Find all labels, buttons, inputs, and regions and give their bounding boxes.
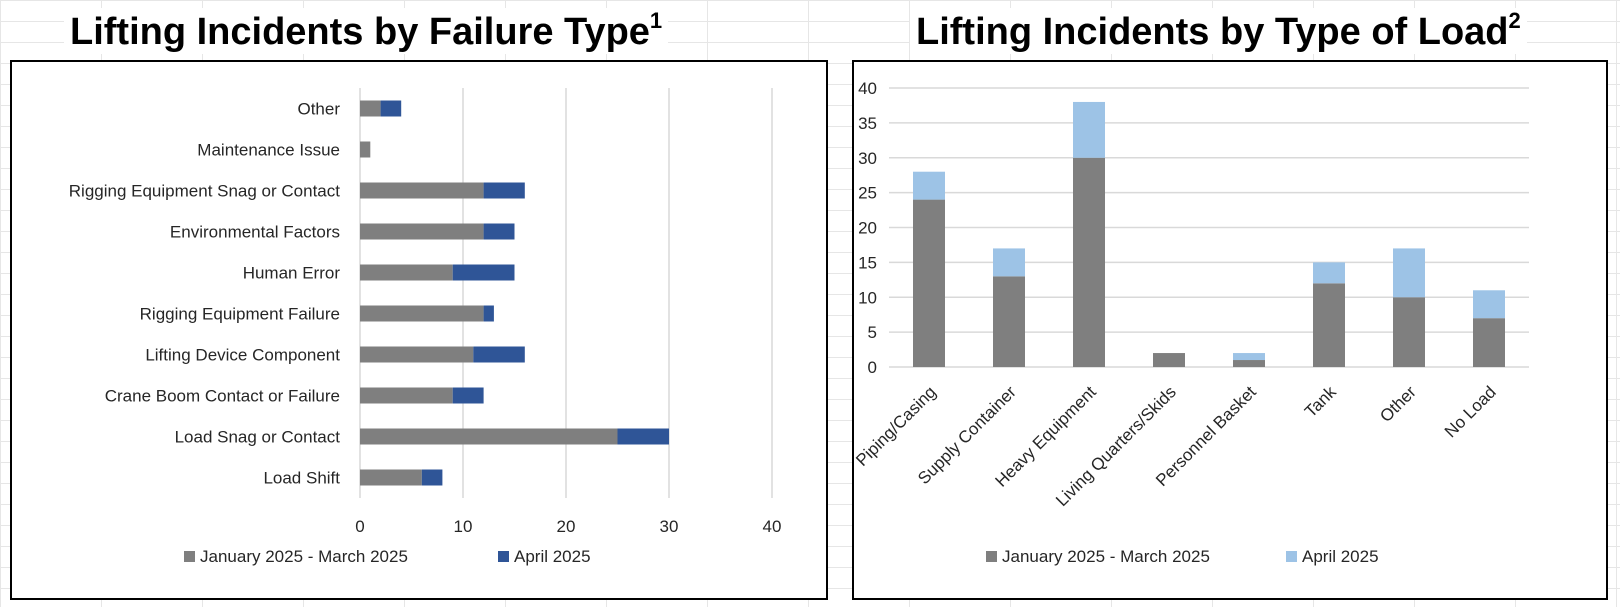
bar-personnel-basket-series-1 xyxy=(1233,353,1265,361)
category-label-human-error: Human Error xyxy=(243,264,341,283)
bar-environmental-factors-series-1 xyxy=(483,223,515,240)
bar-crane-boom-contact-or-failure-series-1 xyxy=(452,387,484,404)
x-tick-label-40: 40 xyxy=(763,517,782,536)
bar-lifting-device-component-series-1 xyxy=(473,346,525,363)
bar-no-load-series-1 xyxy=(1473,290,1505,319)
y-tick-label-40: 40 xyxy=(858,79,877,98)
bar-no-load-series-0 xyxy=(1473,318,1505,367)
bar-environmental-factors-series-0 xyxy=(360,223,484,240)
legend-swatch-series-1 xyxy=(498,551,509,562)
bar-supply-container-series-0 xyxy=(993,276,1025,367)
bar-piping-casing-series-1 xyxy=(913,171,945,200)
bar-load-snag-or-contact-series-0 xyxy=(360,428,618,445)
bar-human-error-series-1 xyxy=(452,264,515,281)
category-label-environmental-factors: Environmental Factors xyxy=(170,223,340,242)
bar-other-series-0 xyxy=(360,100,381,117)
bar-rigging-equipment-failure-series-0 xyxy=(360,305,484,322)
bar-heavy-equipment-series-1 xyxy=(1073,101,1105,158)
bar-other-series-1 xyxy=(1393,248,1425,298)
left-chart-title-footnote: 1 xyxy=(649,8,663,33)
category-label-load-snag-or-contact: Load Snag or Contact xyxy=(175,428,341,447)
left-chart-title: Lifting Incidents by Failure Type1 xyxy=(64,8,669,54)
category-label-no-load: No Load xyxy=(1441,382,1500,441)
y-tick-label-20: 20 xyxy=(858,219,877,238)
legend-swatch-series-0 xyxy=(184,551,195,562)
x-tick-label-20: 20 xyxy=(557,517,576,536)
bar-load-shift-series-0 xyxy=(360,469,422,486)
bar-other-series-0 xyxy=(1393,297,1425,367)
category-label-lifting-device-component: Lifting Device Component xyxy=(145,346,340,365)
bar-rigging-equipment-snag-or-contact-series-1 xyxy=(483,182,525,199)
right-chart-title: Lifting Incidents by Type of Load2 xyxy=(910,8,1527,54)
x-tick-label-0: 0 xyxy=(355,517,364,536)
category-label-other: Other xyxy=(1376,382,1420,426)
bar-rigging-equipment-snag-or-contact-series-0 xyxy=(360,182,484,199)
legend-label-series-0: January 2025 - March 2025 xyxy=(1002,547,1210,566)
bar-maintenance-issue-series-0 xyxy=(360,141,371,158)
bar-load-shift-series-1 xyxy=(421,469,443,486)
bar-supply-container-series-1 xyxy=(993,248,1025,277)
legend-label-series-1: April 2025 xyxy=(514,547,591,566)
failure-type-chart: 0 10 20 30 40 Other Maintenance Issue Rigging E… xyxy=(69,88,782,566)
bar-other-series-1 xyxy=(380,100,402,117)
bar-tank-series-1 xyxy=(1313,262,1345,284)
bar-personnel-basket-series-0 xyxy=(1233,360,1265,367)
category-label-maintenance-issue: Maintenance Issue xyxy=(197,141,340,160)
bar-human-error-series-0 xyxy=(360,264,453,281)
y-tick-label-25: 25 xyxy=(858,184,877,203)
category-label-rigging-equipment-failure: Rigging Equipment Failure xyxy=(140,305,340,324)
category-label-piping-casing: Piping/Casing xyxy=(852,382,940,470)
x-tick-label-10: 10 xyxy=(454,517,473,536)
bar-crane-boom-contact-or-failure-series-0 xyxy=(360,387,453,404)
y-tick-label-5: 5 xyxy=(868,323,877,342)
legend-label-series-0: January 2025 - March 2025 xyxy=(200,547,408,566)
left-chart-title-text: Lifting Incidents by Failure Type xyxy=(70,11,650,53)
category-label-load-shift: Load Shift xyxy=(263,469,340,488)
bar-load-snag-or-contact-series-1 xyxy=(617,428,669,445)
y-tick-label-30: 30 xyxy=(858,149,877,168)
failure-type-chart-panel: 0 10 20 30 40 Other Maintenance Issue Rigging E… xyxy=(10,60,828,600)
legend-label-series-1: April 2025 xyxy=(1302,547,1379,566)
category-label-crane-boom-contact-or-failure: Crane Boom Contact or Failure xyxy=(105,387,340,406)
bar-rigging-equipment-failure-series-1 xyxy=(483,305,494,322)
right-chart-title-footnote: 2 xyxy=(1508,8,1521,33)
right-chart-title-text: Lifting Incidents by Type of Load xyxy=(916,11,1509,53)
bar-living-quarters-skids-series-0 xyxy=(1153,353,1185,367)
category-label-other: Other xyxy=(297,100,340,119)
bar-piping-casing-series-0 xyxy=(913,199,945,367)
bar-tank-series-0 xyxy=(1313,283,1345,367)
y-tick-label-0: 0 xyxy=(868,358,877,377)
x-tick-label-30: 30 xyxy=(660,517,679,536)
bar-lifting-device-component-series-0 xyxy=(360,346,474,363)
y-tick-label-15: 15 xyxy=(858,253,877,272)
y-tick-label-10: 10 xyxy=(858,288,877,307)
bar-heavy-equipment-series-0 xyxy=(1073,157,1105,367)
legend-swatch-series-1 xyxy=(1286,551,1297,562)
y-tick-label-35: 35 xyxy=(858,114,877,133)
legend-swatch-series-0 xyxy=(986,551,997,562)
category-label-rigging-equipment-snag-or-contact: Rigging Equipment Snag or Contact xyxy=(69,182,340,201)
category-label-tank: Tank xyxy=(1301,382,1340,421)
load-type-chart-panel: 0 5 10 15 20 25 30 35 40 Piping/Casing Supply Cont… xyxy=(852,60,1608,600)
